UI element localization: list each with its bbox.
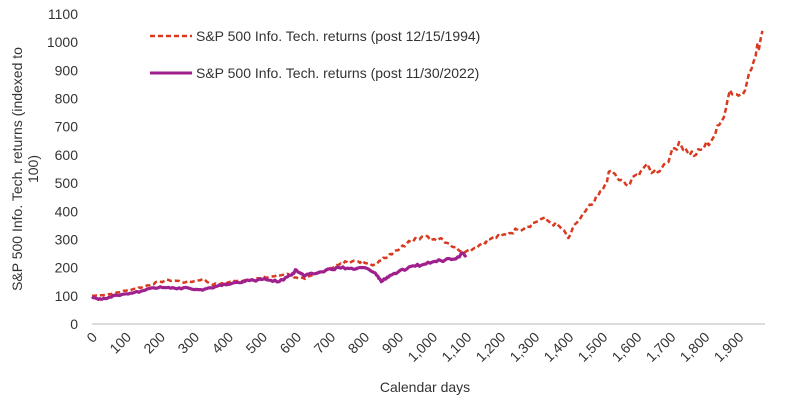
x-tick-label: 100 (106, 329, 134, 357)
y-tick-label: 200 (55, 260, 79, 276)
legend-item-2022: S&P 500 Info. Tech. returns (post 11/30/… (150, 65, 479, 81)
x-tick-label: 1,100 (438, 329, 474, 365)
x-tick-label: 1,700 (643, 329, 679, 365)
x-tick-label: 1,800 (677, 329, 713, 365)
x-tick-label: 200 (140, 329, 168, 357)
y-tick-label: 500 (55, 175, 79, 191)
x-tick-label: 1,500 (574, 329, 610, 365)
x-tick-label: 400 (208, 329, 236, 357)
legend: S&P 500 Info. Tech. returns (post 12/15/… (150, 28, 480, 81)
y-axis-title-line2: 100) (25, 155, 41, 183)
y-tick-label: 0 (70, 316, 78, 332)
x-tick-label: 1,200 (472, 329, 508, 365)
x-axis-tick-labels: 0 100 200 300 400 500 600 700 800 9001,0001,1001,… (83, 329, 747, 365)
x-tick-label: 1,400 (540, 329, 576, 365)
y-tick-label: 400 (55, 203, 79, 219)
x-tick-label: 300 (174, 329, 202, 357)
x-tick-label: 1,300 (506, 329, 542, 365)
y-axis-tick-labels: 0 100 200 300 400 500 600 700 800 900 1000 1100 (47, 6, 78, 332)
y-tick-label: 1000 (47, 34, 78, 50)
series-line-1994 (91, 30, 764, 298)
y-tick-label: 1100 (48, 6, 78, 22)
y-tick-label: 900 (55, 62, 79, 78)
y-axis-title-line1: S&P 500 Info. Tech. returns (indexed to (9, 47, 25, 291)
legend-label: S&P 500 Info. Tech. returns (post 11/30/… (196, 65, 479, 81)
y-axis-title: S&P 500 Info. Tech. returns (indexed to … (9, 47, 41, 291)
y-tick-label: 700 (55, 119, 79, 135)
series-lines (90, 30, 764, 301)
y-tick-label: 600 (55, 147, 79, 163)
x-tick-label: 900 (379, 329, 407, 357)
x-tick-label: 700 (311, 329, 339, 357)
x-tick-label: 0 (83, 329, 100, 346)
x-tick-label: 1,000 (404, 329, 440, 365)
y-tick-label: 100 (55, 288, 79, 304)
x-tick-label: 800 (345, 329, 373, 357)
x-tick-label: 600 (276, 329, 304, 357)
legend-item-1994: S&P 500 Info. Tech. returns (post 12/15/… (150, 28, 480, 44)
y-tick-label: 300 (55, 231, 79, 247)
x-tick-label: 1,600 (609, 329, 645, 365)
series-line-2022 (90, 251, 468, 301)
legend-label: S&P 500 Info. Tech. returns (post 12/15/… (196, 28, 480, 44)
x-axis-title: Calendar days (380, 379, 470, 395)
x-tick-label: 1,900 (711, 329, 747, 365)
x-tick-label: 500 (242, 329, 270, 357)
y-tick-label: 800 (55, 91, 79, 107)
